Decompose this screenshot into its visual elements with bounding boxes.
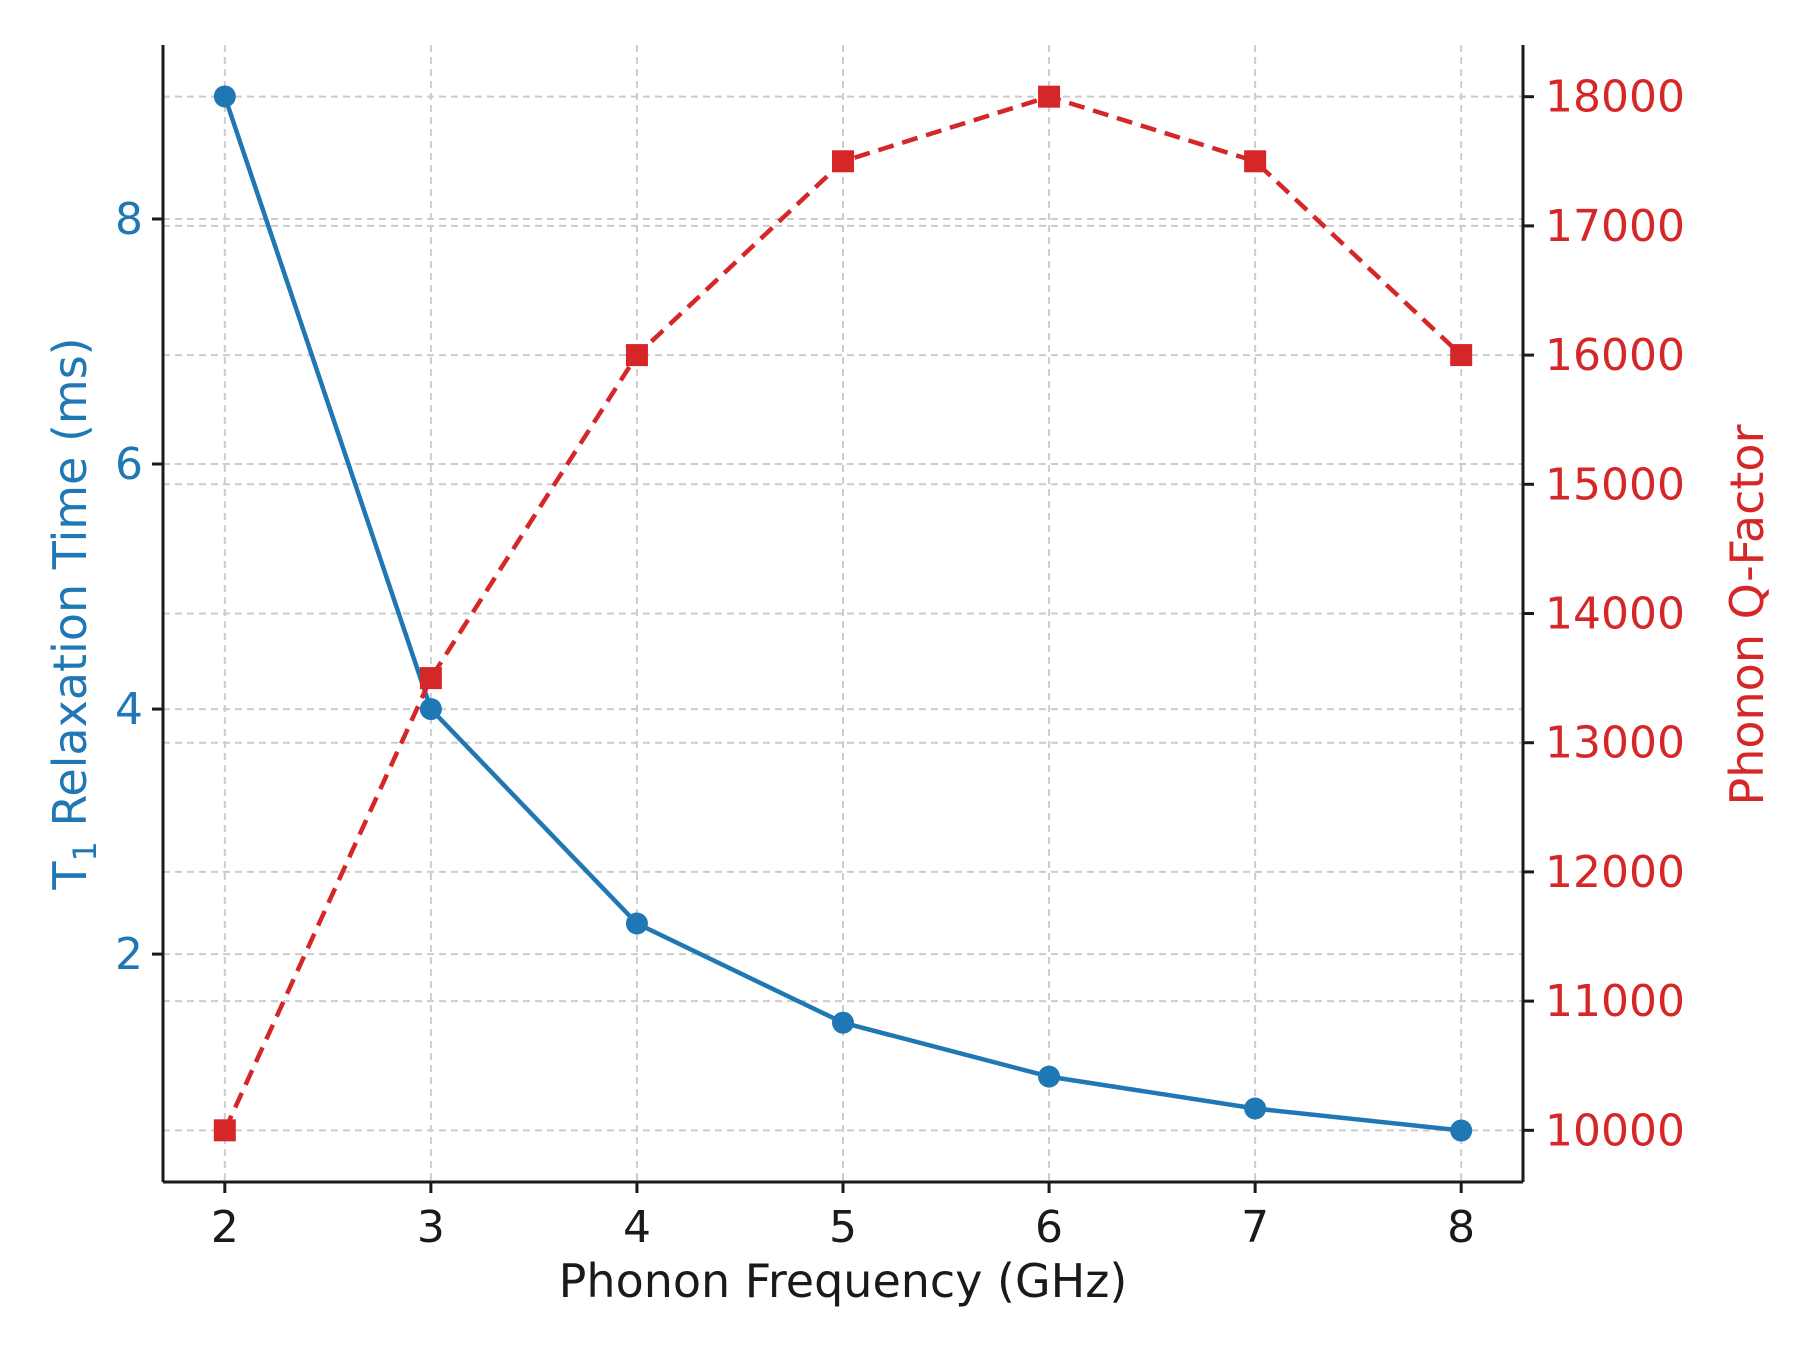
right-y-tick-label-14000: 14000 <box>1545 589 1685 640</box>
x-tick-label-2: 2 <box>211 1202 239 1253</box>
qfactor-point-6 <box>1038 85 1061 108</box>
right-y-tick-label-13000: 13000 <box>1545 718 1685 769</box>
t1-point-8 <box>1450 1119 1473 1142</box>
x-tick-label-8: 8 <box>1447 1202 1475 1253</box>
qfactor-point-3 <box>419 667 442 690</box>
qfactor-point-2 <box>213 1119 236 1142</box>
t1-point-3 <box>419 698 442 721</box>
right-y-tick-label-10000: 10000 <box>1545 1105 1685 1156</box>
left-y-tick-label-2: 2 <box>115 929 143 980</box>
series <box>213 85 1473 1142</box>
x-tick-label-4: 4 <box>623 1202 651 1253</box>
x-tick-label-3: 3 <box>417 1202 445 1253</box>
right-y-axis-title: Phonon Q-Factor <box>1720 424 1774 805</box>
t1-point-7 <box>1244 1097 1267 1120</box>
right-y-tick-label-18000: 18000 <box>1545 72 1685 123</box>
right-y-tick-label-17000: 17000 <box>1545 201 1685 252</box>
x-tick-label-7: 7 <box>1241 1202 1269 1253</box>
right-y-tick-label-12000: 12000 <box>1545 847 1685 898</box>
qfactor-point-4 <box>625 344 648 367</box>
qfactor-point-5 <box>832 150 854 173</box>
axes: 2 3 4 5 6 7 8 2 4 6 8 10000 11000 12000 13000 14000 1500… <box>115 45 1685 1253</box>
left-y-tick-label-6: 6 <box>115 439 143 490</box>
grid <box>163 45 1523 1182</box>
left-y-tick-label-8: 8 <box>115 194 143 245</box>
qfactor-point-8 <box>1450 344 1473 367</box>
right-y-tick-label-16000: 16000 <box>1545 330 1685 381</box>
t1-point-6 <box>1038 1065 1061 1088</box>
t1-point-2 <box>213 85 236 108</box>
x-tick-label-5: 5 <box>829 1202 857 1253</box>
left-y-axis-title: T1 Relaxation Time (ms) <box>43 337 104 890</box>
right-y-tick-label-15000: 15000 <box>1545 459 1685 510</box>
qfactor-point-7 <box>1244 150 1267 173</box>
left-y-tick-label-4: 4 <box>115 684 143 735</box>
x-tick-label-6: 6 <box>1035 1202 1063 1253</box>
right-y-tick-label-11000: 11000 <box>1545 976 1685 1027</box>
t1-point-5 <box>832 1011 854 1034</box>
x-axis-title: Phonon Frequency (GHz) <box>559 1254 1128 1308</box>
t1-point-4 <box>625 912 648 935</box>
